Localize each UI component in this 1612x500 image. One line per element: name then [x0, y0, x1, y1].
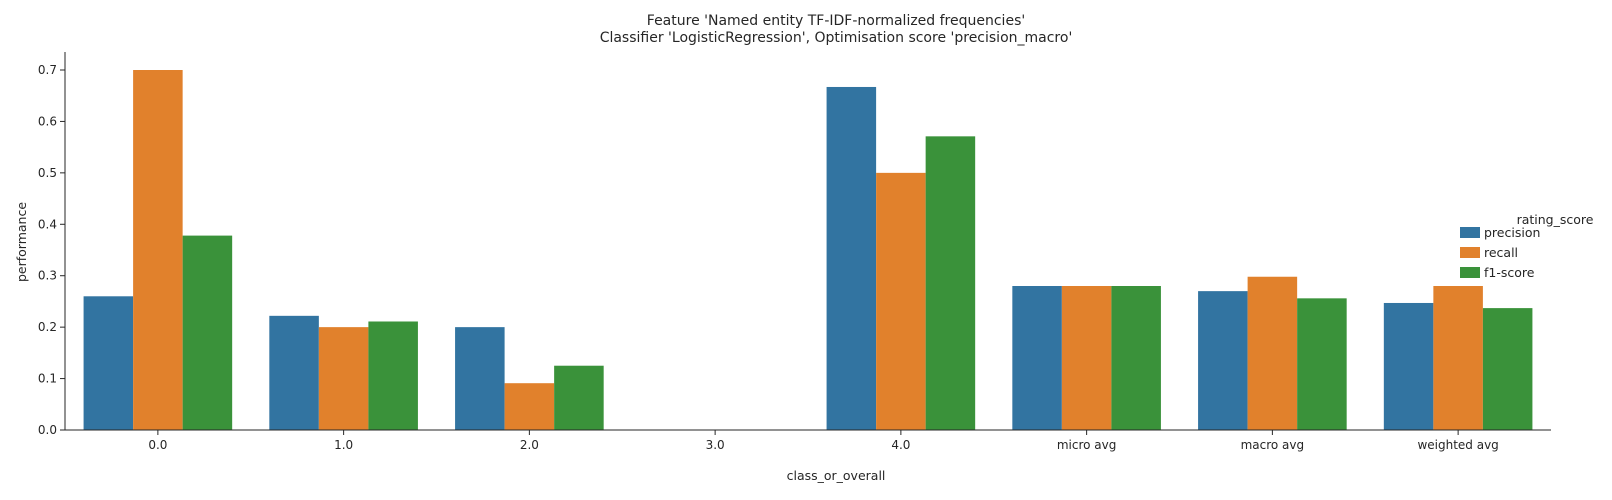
chart-title: Feature 'Named entity TF-IDF-normalized … [647, 13, 1025, 29]
legend-swatch-f1-score [1460, 267, 1480, 278]
bar-f1-score-macro-avg [1297, 298, 1347, 430]
x-axis-label: class_or_overall [787, 468, 886, 483]
bar-precision-macro-avg [1198, 291, 1248, 430]
bar-f1-score-4.0 [925, 136, 976, 430]
bars-group [83, 70, 1533, 431]
bar-precision-1.0 [269, 315, 319, 430]
x-tick-label: 0.0 [148, 438, 167, 452]
bar-recall-4.0 [876, 172, 926, 431]
y-tick-label: 0.4 [38, 217, 57, 231]
y-tick-label: 0.1 [38, 372, 57, 386]
legend-swatch-recall [1460, 247, 1480, 258]
bar-precision-4.0 [826, 86, 877, 430]
bar-recall-1.0 [318, 327, 369, 430]
bar-recall-macro-avg [1247, 276, 1298, 430]
bar-f1-score-2.0 [554, 365, 604, 430]
bar-precision-weighted-avg [1383, 302, 1434, 430]
x-tick-label: 3.0 [706, 438, 725, 452]
x-tick-label: 2.0 [520, 438, 539, 452]
legend-label-recall: recall [1484, 245, 1518, 260]
x-tick-label: micro avg [1057, 438, 1117, 452]
x-tick-label: 1.0 [334, 438, 353, 452]
y-tick-label: 0.0 [38, 423, 57, 437]
y-axis: 0.0 0.1 0.2 0.3 0.4 0.5 0.6 0.7 [38, 52, 66, 437]
y-tick-label: 0.7 [38, 63, 57, 77]
bar-f1-score-micro-avg [1111, 286, 1161, 430]
bar-recall-0.0 [133, 70, 183, 430]
legend-swatch-precision [1460, 227, 1480, 238]
y-axis-label: performance [14, 202, 29, 282]
y-tick-label: 0.2 [38, 320, 57, 334]
bar-recall-weighted-avg [1433, 286, 1483, 430]
x-axis: 0.0 1.0 2.0 3.0 4.0 micro avg macro avg weighte… [65, 429, 1551, 452]
legend-title: rating_score [1517, 212, 1594, 227]
bar-precision-0.0 [83, 296, 134, 430]
x-tick-label: macro avg [1241, 438, 1305, 452]
legend-label-f1-score: f1-score [1484, 265, 1535, 280]
legend: rating_score precision recall f1-score [1460, 212, 1594, 280]
bar-precision-2.0 [455, 327, 505, 430]
y-tick-label: 0.6 [38, 114, 57, 128]
x-tick-label: 4.0 [891, 438, 910, 452]
y-tick-label: 0.3 [38, 269, 57, 283]
bar-precision-micro-avg [1012, 286, 1062, 430]
bar-recall-2.0 [504, 383, 555, 430]
bar-f1-score-weighted-avg [1482, 308, 1533, 430]
chart-subtitle: Classifier 'LogisticRegression', Optimis… [600, 30, 1073, 46]
bar-f1-score-1.0 [368, 321, 418, 430]
x-tick-label: weighted avg [1417, 438, 1498, 452]
y-tick-label: 0.5 [38, 166, 57, 180]
bar-f1-score-0.0 [182, 235, 233, 430]
bar-recall-micro-avg [1061, 286, 1112, 430]
legend-label-precision: precision [1484, 225, 1540, 240]
